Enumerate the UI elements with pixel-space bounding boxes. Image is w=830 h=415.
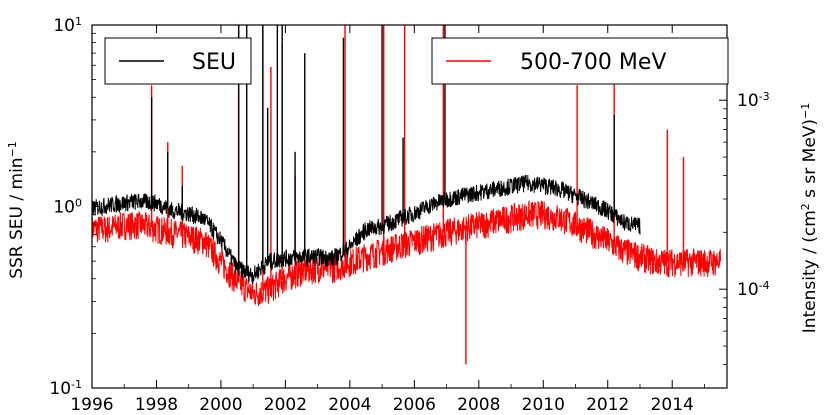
left-tick-label: 100	[53, 196, 82, 218]
series-line	[91, 200, 722, 306]
legend-500-700-mev-box	[431, 37, 729, 85]
x-tick-label: 1996	[70, 395, 113, 415]
left-tick-label: 101	[53, 15, 82, 37]
left-y-axis-label: SSR SEU / min−1	[6, 141, 28, 279]
x-axis: 1996 1998 2000 2002 2004 2006 2008 2010 2012 2014	[70, 25, 705, 415]
x-tick-label: 2004	[328, 395, 371, 415]
x-tick-label: 2006	[393, 395, 436, 415]
x-tick-label: 2010	[522, 395, 565, 415]
x-tick-label: 1998	[135, 395, 178, 415]
series-line	[91, 174, 641, 284]
right-tick-label: 10-4	[737, 279, 770, 301]
right-tick-label: 10-3	[737, 90, 770, 112]
x-tick-label: 2002	[264, 395, 307, 415]
x-tick-label: 2008	[457, 395, 500, 415]
legend-500-700-mev: 500-700 MeV	[431, 37, 729, 85]
legend-500-700-mev-label: 500-700 MeV	[520, 50, 666, 75]
legend-seu-label: SEU	[192, 50, 236, 75]
x-tick-label: 2000	[199, 395, 242, 415]
x-tick-label: 2014	[651, 395, 694, 415]
right-y-axis-label: Intensity / (cm2 s sr MeV)−1	[799, 103, 821, 334]
x-tick-label: 2012	[586, 395, 629, 415]
legend-seu: SEU	[104, 37, 252, 85]
left-y-axis: 10-1 100 101	[49, 15, 100, 400]
left-tick-label: 10-1	[49, 378, 82, 400]
